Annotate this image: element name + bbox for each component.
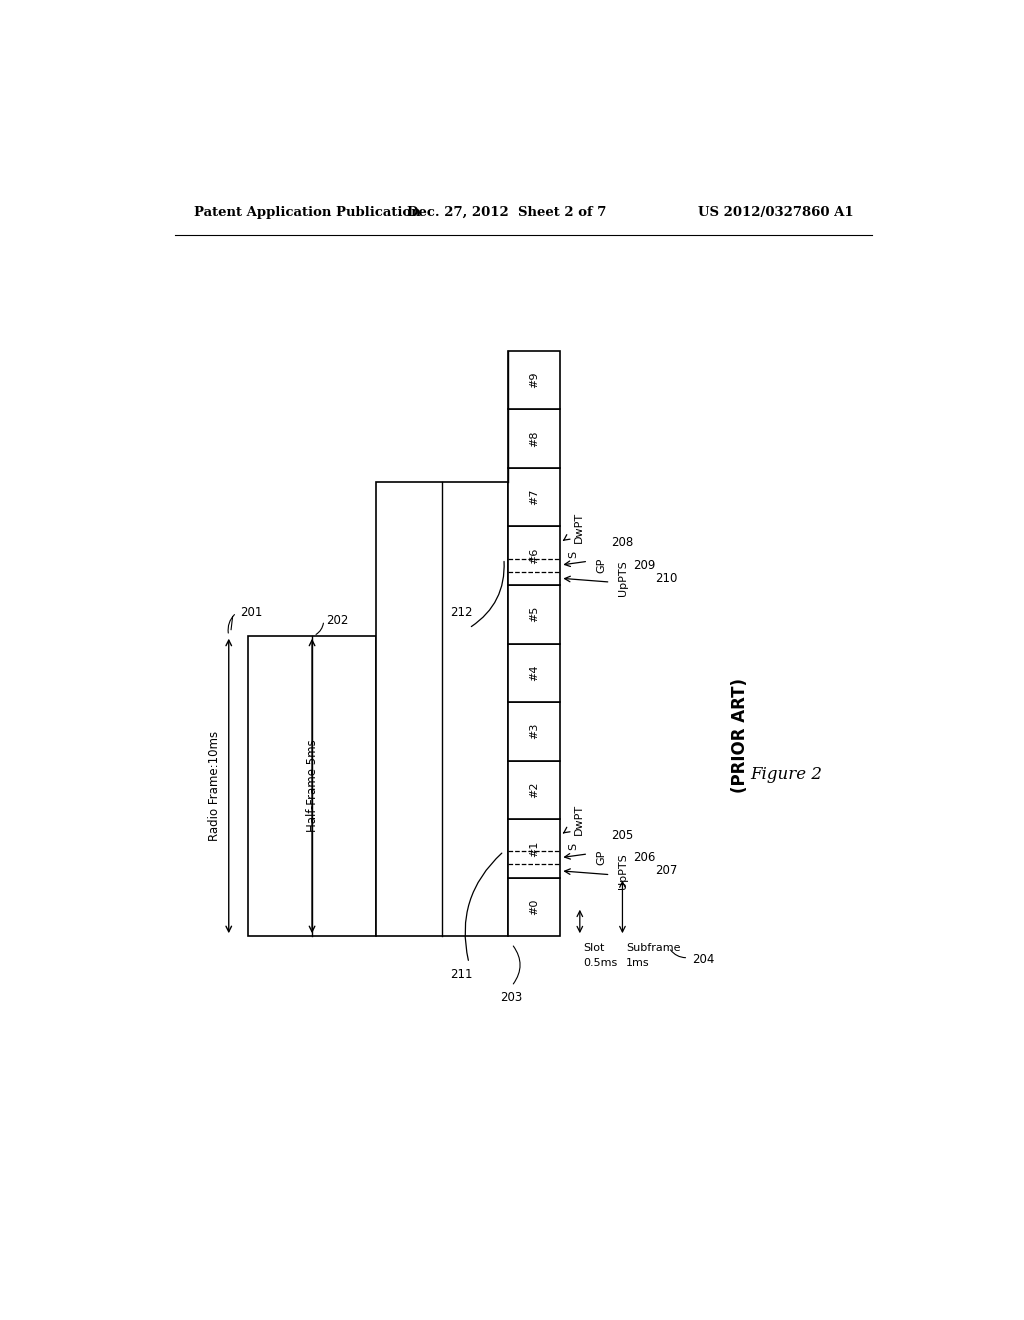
Text: S: S: [568, 843, 579, 850]
Text: Dec. 27, 2012  Sheet 2 of 7: Dec. 27, 2012 Sheet 2 of 7: [407, 206, 606, 219]
Text: GP: GP: [596, 850, 606, 866]
Bar: [508, 702, 560, 760]
Bar: [508, 409, 560, 469]
Text: Radio Frame:10ms: Radio Frame:10ms: [208, 731, 221, 841]
Text: 212: 212: [450, 606, 472, 619]
Bar: [508, 469, 560, 527]
Text: Subframe: Subframe: [627, 942, 681, 953]
Text: DwPT: DwPT: [573, 512, 584, 543]
Text: GP: GP: [596, 557, 606, 573]
Text: #7: #7: [529, 488, 539, 506]
Text: 1ms: 1ms: [627, 958, 650, 968]
Text: #2: #2: [529, 781, 539, 799]
Bar: [248, 636, 376, 936]
Text: 0.5ms: 0.5ms: [584, 958, 617, 968]
Bar: [376, 482, 508, 936]
Text: #1: #1: [529, 840, 539, 857]
Text: #9: #9: [529, 372, 539, 388]
Bar: [508, 760, 560, 818]
Bar: [508, 878, 560, 936]
Text: Patent Application Publication: Patent Application Publication: [194, 206, 421, 219]
Bar: [508, 527, 560, 585]
Text: DwPT: DwPT: [573, 804, 584, 836]
Bar: [508, 818, 560, 878]
Text: 204: 204: [692, 953, 715, 966]
Text: UpPTS: UpPTS: [618, 561, 629, 597]
Text: 206: 206: [633, 851, 655, 865]
Text: 207: 207: [655, 865, 678, 878]
Text: 210: 210: [655, 572, 678, 585]
Text: 202: 202: [326, 614, 348, 627]
Bar: [508, 644, 560, 702]
Text: 208: 208: [611, 536, 633, 549]
Text: US 2012/0327860 A1: US 2012/0327860 A1: [697, 206, 853, 219]
Text: 209: 209: [633, 558, 655, 572]
Text: 201: 201: [241, 606, 263, 619]
Bar: [508, 585, 560, 644]
Bar: [508, 351, 560, 409]
Text: 211: 211: [450, 968, 472, 981]
Text: #3: #3: [529, 723, 539, 739]
Text: #6: #6: [529, 548, 539, 564]
Text: 205: 205: [611, 829, 633, 842]
Text: Half-Frame 5ms: Half-Frame 5ms: [305, 739, 318, 833]
Text: 203: 203: [501, 991, 522, 1005]
Text: Figure 2: Figure 2: [751, 766, 822, 783]
Text: UpPTS: UpPTS: [618, 853, 629, 888]
Text: #5: #5: [529, 606, 539, 623]
Text: #8: #8: [529, 430, 539, 447]
Text: Slot: Slot: [584, 942, 605, 953]
Text: #0: #0: [529, 899, 539, 915]
Text: S: S: [568, 550, 579, 557]
Text: #4: #4: [529, 664, 539, 681]
Text: (PRIOR ART): (PRIOR ART): [731, 678, 750, 793]
